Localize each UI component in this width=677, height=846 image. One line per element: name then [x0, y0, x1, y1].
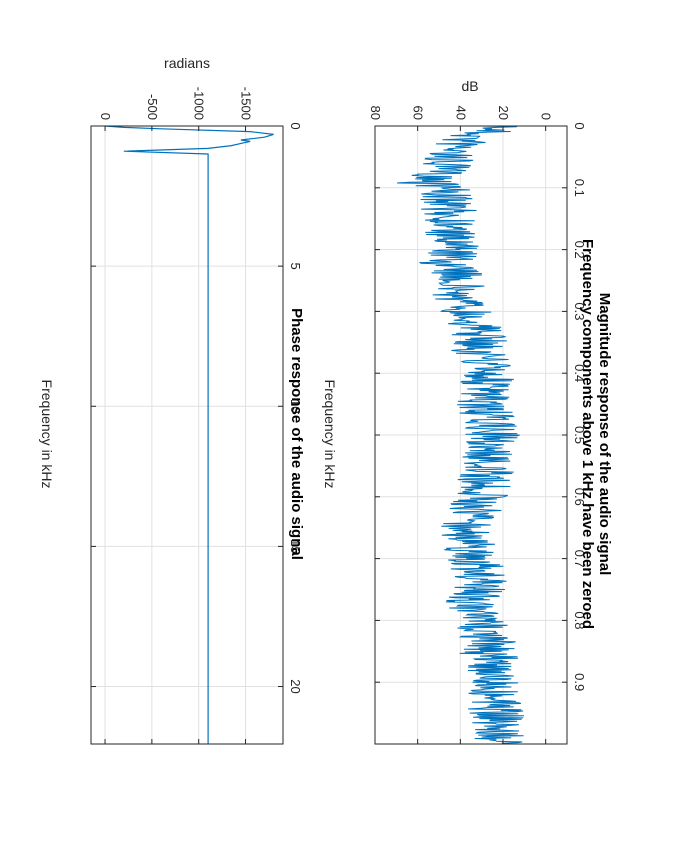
phase-title: Phase response of the audio signal — [288, 308, 305, 560]
y-tick-label: 0 — [539, 113, 554, 120]
phase-y-ticks: 0 -500 -1000 -1500 — [98, 87, 254, 744]
magnitude-subtitle: Frequency components above 1 kHz have be… — [579, 239, 596, 629]
x-tick-label: 0.7 — [572, 550, 587, 568]
phase-x-ticks: 0 5 10 15 20 — [91, 122, 303, 694]
x-tick-label: 20 — [288, 679, 303, 693]
y-tick-label: -1000 — [192, 87, 207, 120]
x-tick-label: 0.9 — [572, 673, 587, 691]
x-tick-label: 0.5 — [572, 426, 587, 444]
x-tick-label: 0.8 — [572, 611, 587, 629]
x-tick-label: 5 — [288, 263, 303, 270]
x-tick-label: 10 — [288, 399, 303, 413]
y-tick-label: 20 — [496, 106, 511, 120]
magnitude-x-axis-label: Frequency in kHz — [322, 380, 338, 489]
phase-x-axis-label: Frequency in kHz — [39, 380, 55, 489]
magnitude-title: Magnitude response of the audio signal — [596, 293, 613, 576]
x-tick-label: 0.1 — [572, 179, 587, 197]
magnitude-x-ticks: 0 0.1 0.2 0.3 0.4 0.5 0.6 0.7 0.8 0.9 — [375, 122, 587, 691]
y-tick-label: 40 — [453, 106, 468, 120]
x-tick-label: 0.6 — [572, 488, 587, 506]
phase-axes-frame — [90, 125, 284, 745]
phase-plot: 0 5 10 15 20 0 -500 -1000 -1500 Phase response … — [39, 55, 305, 745]
magnitude-plot: 0 0.1 0.2 0.3 0.4 0.5 0.6 0.7 0.8 0.9 0 20 40 60 80 M… — [322, 78, 613, 745]
x-tick-label: 0.4 — [572, 364, 587, 382]
y-tick-label: 60 — [411, 106, 426, 120]
magnitude-y-axis-label: dB — [461, 78, 478, 94]
x-tick-label: 15 — [288, 539, 303, 553]
magnitude-series-line — [397, 125, 525, 745]
y-tick-label: 80 — [368, 106, 383, 120]
magnitude-y-ticks: 0 20 40 60 80 — [368, 106, 554, 744]
x-tick-label: 0 — [572, 122, 587, 129]
x-tick-label: 0.2 — [572, 241, 587, 259]
y-tick-label: -500 — [145, 94, 160, 120]
phase-series-line — [104, 125, 274, 744]
phase-y-axis-label: radians — [164, 55, 210, 71]
y-tick-label: -1500 — [239, 87, 254, 120]
phase-grid — [91, 125, 283, 744]
y-tick-label: 0 — [98, 113, 113, 120]
magnitude-grid — [374, 125, 567, 744]
x-tick-label: 0.3 — [572, 302, 587, 320]
x-tick-label: 0 — [288, 122, 303, 129]
